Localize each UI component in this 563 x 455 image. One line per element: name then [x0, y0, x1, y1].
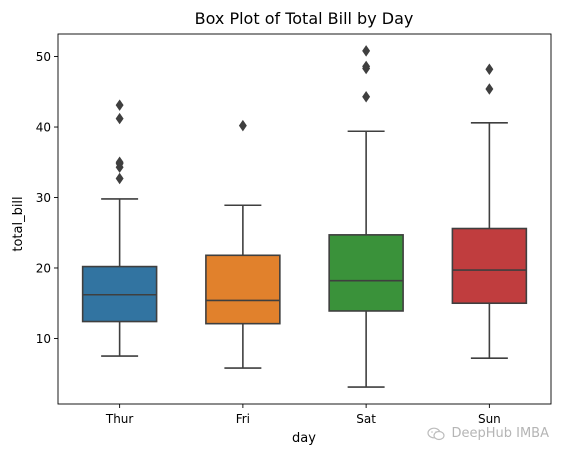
y-tick-label: 20: [36, 261, 51, 275]
box-group-fri: [205, 119, 281, 369]
outlier-point: [115, 172, 124, 185]
x-axis-label: day: [292, 431, 316, 446]
box-group-thur: [81, 99, 158, 357]
box-group-sun: [451, 63, 528, 359]
box-iqr: [451, 227, 528, 305]
x-tick-label: Sun: [478, 412, 501, 426]
outlier-point: [115, 99, 124, 111]
outlier-point: [238, 119, 247, 132]
x-tick-label: Thur: [105, 412, 134, 426]
outlier-point: [485, 63, 494, 75]
box-group-sat: [328, 45, 404, 388]
y-tick-label: 40: [36, 121, 51, 135]
outlier-point: [362, 90, 371, 103]
y-tick-label: 50: [36, 50, 51, 64]
outlier-point: [115, 156, 124, 168]
plot-area: 10 20 30 40 50 Thur Fri Sat Sun: [36, 33, 552, 426]
outlier-point: [485, 83, 494, 95]
x-tick-label: Sat: [356, 412, 376, 426]
y-tick-label: 10: [36, 332, 51, 346]
y-tick-label: 30: [36, 191, 51, 205]
box-iqr: [205, 254, 281, 325]
x-tick-label: Fri: [236, 412, 250, 426]
outlier-point: [362, 45, 371, 57]
outlier-point: [115, 112, 124, 125]
wechat-logo-icon: [427, 427, 446, 440]
y-axis-label: total_bill: [11, 196, 26, 251]
watermark-text: DeepHub IMBA: [451, 426, 549, 441]
plot-frame: [57, 33, 552, 405]
watermark: DeepHub IMBA: [427, 426, 549, 441]
outlier-point: [362, 60, 371, 73]
chart-title: Box Plot of Total Bill by Day: [195, 9, 414, 28]
box-iqr: [328, 234, 404, 312]
